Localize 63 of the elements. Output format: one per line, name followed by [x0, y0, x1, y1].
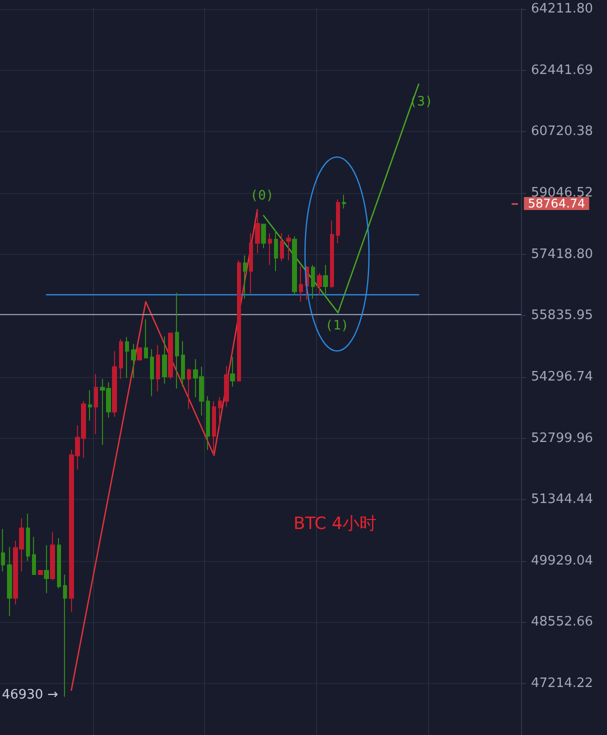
- candlestick: [88, 390, 92, 421]
- candlestick: [63, 574, 67, 698]
- candlestick: [336, 199, 340, 244]
- y-tick-label: 55835.95: [531, 308, 594, 324]
- candlestick: [112, 350, 117, 418]
- annotation: (0): [250, 188, 274, 204]
- candlestick: [261, 224, 266, 249]
- candlestick: [1, 528, 5, 572]
- candlestick: [274, 230, 278, 272]
- candlestick: [218, 396, 222, 429]
- y-tick-label: 49929.04: [531, 553, 594, 568]
- candlestick: [230, 356, 235, 388]
- candlestick: [224, 365, 229, 408]
- y-tick-label: 51344.44: [531, 492, 594, 508]
- candlestick: [162, 336, 167, 384]
- y-tick-label: 52799.96: [531, 430, 594, 446]
- ref-line-label: 58764.74: [528, 196, 586, 210]
- line-series: [70, 208, 258, 691]
- y-tick-label: 54296.74: [531, 369, 594, 384]
- candlestick: [57, 538, 61, 589]
- candlestick: [50, 532, 55, 581]
- candlestick: [243, 254, 247, 300]
- candlestick: [32, 536, 36, 576]
- candlestick: [168, 332, 173, 380]
- y-tick-label: 57418.80: [531, 246, 594, 262]
- candlestick: [249, 232, 253, 294]
- candlestick: [26, 512, 30, 562]
- candlestick: [280, 232, 284, 262]
- annotation: 46930 →: [2, 688, 58, 702]
- candlestick: [119, 338, 123, 380]
- y-tick-label: 47214.22: [531, 676, 594, 692]
- y-tick-label: 62441.69: [531, 62, 594, 78]
- candlestick: [38, 570, 43, 576]
- candlestick: [237, 260, 241, 382]
- candlestick: [342, 194, 346, 209]
- candlestick: [268, 232, 272, 266]
- annotation: (1): [325, 318, 349, 334]
- candlestick: [255, 209, 260, 254]
- candlestick: [323, 264, 328, 296]
- candlestick: [144, 318, 148, 358]
- candlestick: [150, 348, 154, 397]
- y-tick-label: 60720.38: [531, 124, 594, 140]
- candlestick: [156, 344, 160, 392]
- candlestick: [131, 343, 136, 379]
- candlestick: [137, 347, 142, 360]
- y-tick-label: 48552.66: [531, 614, 594, 630]
- candlestick: [187, 368, 191, 410]
- candlestick: [330, 220, 334, 288]
- candlestick: [175, 292, 179, 390]
- candlestick: [292, 236, 297, 296]
- candlestick: [7, 546, 12, 617]
- candlestick: [299, 266, 303, 302]
- candlestick: [44, 544, 49, 594]
- candlestick: [181, 340, 185, 388]
- candlestick: [286, 234, 291, 261]
- y-tick-label: 64211.80: [531, 1, 594, 16]
- annotation: BTC 4小时: [293, 514, 377, 534]
- candlestick: [94, 373, 98, 435]
- candlestick: [311, 264, 315, 300]
- candlestick: [125, 336, 129, 379]
- candlestick: [317, 272, 322, 296]
- candlestick: [212, 400, 216, 456]
- candlestick: [206, 396, 210, 450]
